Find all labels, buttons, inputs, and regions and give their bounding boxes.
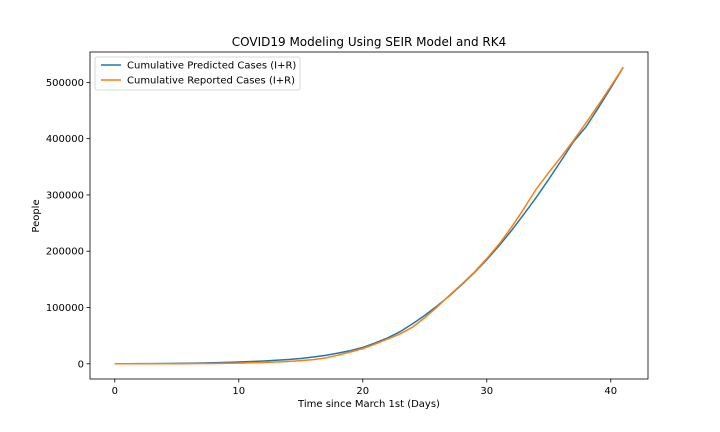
legend: Cumulative Predicted Cases (I+R) Cumulat… [94,56,301,91]
x-tick-label: 40 [604,386,617,397]
y-tick-label: 200000 [46,247,84,258]
x-tick-label: 0 [112,386,118,397]
x-tick-label: 20 [356,386,369,397]
x-tick-label: 30 [480,386,493,397]
y-tick-label: 100000 [46,303,84,314]
y-axis-ticks: 0 100000 200000 300000 400000 500000 [46,78,90,370]
chart-title: COVID19 Modeling Using SEIR Model and RK… [232,35,506,49]
y-tick-label: 0 [78,359,84,370]
y-tick-label: 500000 [46,78,84,89]
x-axis-ticks: 0 10 20 30 40 [112,379,617,397]
series-layer [114,66,624,365]
legend-entry-reported: Cumulative Reported Cases (I+R) [127,76,295,87]
axes-frame [89,51,649,380]
plot-area [90,52,648,379]
y-axis-label: People [31,199,42,232]
x-tick-label: 10 [232,386,245,397]
y-tick-label: 400000 [46,134,84,145]
legend-box [94,56,301,91]
x-axis-label: Time since March 1st (Days) [297,399,440,410]
series-line-reported [114,66,624,365]
y-tick-label: 300000 [46,190,84,201]
legend-entry-predicted: Cumulative Predicted Cases (I+R) [127,61,296,72]
